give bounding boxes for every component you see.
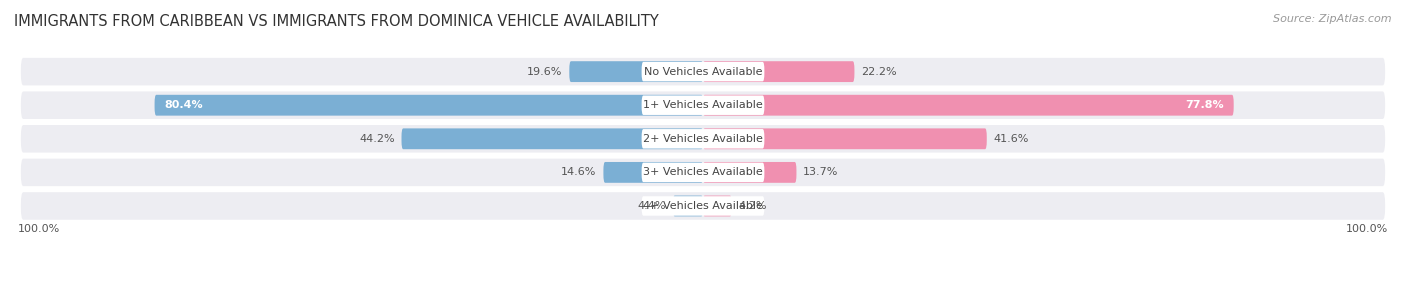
Text: IMMIGRANTS FROM CARIBBEAN VS IMMIGRANTS FROM DOMINICA VEHICLE AVAILABILITY: IMMIGRANTS FROM CARIBBEAN VS IMMIGRANTS … [14, 14, 659, 29]
Text: 4+ Vehicles Available: 4+ Vehicles Available [643, 201, 763, 211]
Text: 100.0%: 100.0% [1347, 225, 1389, 235]
FancyBboxPatch shape [673, 196, 703, 217]
FancyBboxPatch shape [21, 125, 1385, 152]
FancyBboxPatch shape [641, 96, 765, 115]
Text: 100.0%: 100.0% [17, 225, 59, 235]
Text: No Vehicles Available: No Vehicles Available [644, 67, 762, 77]
Text: 22.2%: 22.2% [862, 67, 897, 77]
FancyBboxPatch shape [641, 129, 765, 148]
Text: 14.6%: 14.6% [561, 167, 596, 177]
FancyBboxPatch shape [155, 95, 703, 116]
FancyBboxPatch shape [603, 162, 703, 183]
Text: 44.2%: 44.2% [359, 134, 395, 144]
FancyBboxPatch shape [21, 58, 1385, 86]
FancyBboxPatch shape [703, 196, 731, 217]
Text: 19.6%: 19.6% [527, 67, 562, 77]
FancyBboxPatch shape [21, 192, 1385, 220]
Text: 4.2%: 4.2% [738, 201, 766, 211]
FancyBboxPatch shape [569, 61, 703, 82]
Text: 4.4%: 4.4% [638, 201, 666, 211]
Text: 3+ Vehicles Available: 3+ Vehicles Available [643, 167, 763, 177]
FancyBboxPatch shape [21, 92, 1385, 119]
FancyBboxPatch shape [703, 61, 855, 82]
FancyBboxPatch shape [641, 196, 765, 216]
Text: 13.7%: 13.7% [803, 167, 838, 177]
FancyBboxPatch shape [641, 163, 765, 182]
Text: 2+ Vehicles Available: 2+ Vehicles Available [643, 134, 763, 144]
FancyBboxPatch shape [402, 128, 703, 149]
Text: Source: ZipAtlas.com: Source: ZipAtlas.com [1274, 14, 1392, 24]
FancyBboxPatch shape [703, 162, 796, 183]
FancyBboxPatch shape [703, 95, 1233, 116]
FancyBboxPatch shape [703, 128, 987, 149]
FancyBboxPatch shape [21, 159, 1385, 186]
Text: 80.4%: 80.4% [165, 100, 204, 110]
Text: 41.6%: 41.6% [994, 134, 1029, 144]
Text: 77.8%: 77.8% [1185, 100, 1223, 110]
Text: 1+ Vehicles Available: 1+ Vehicles Available [643, 100, 763, 110]
FancyBboxPatch shape [641, 62, 765, 82]
